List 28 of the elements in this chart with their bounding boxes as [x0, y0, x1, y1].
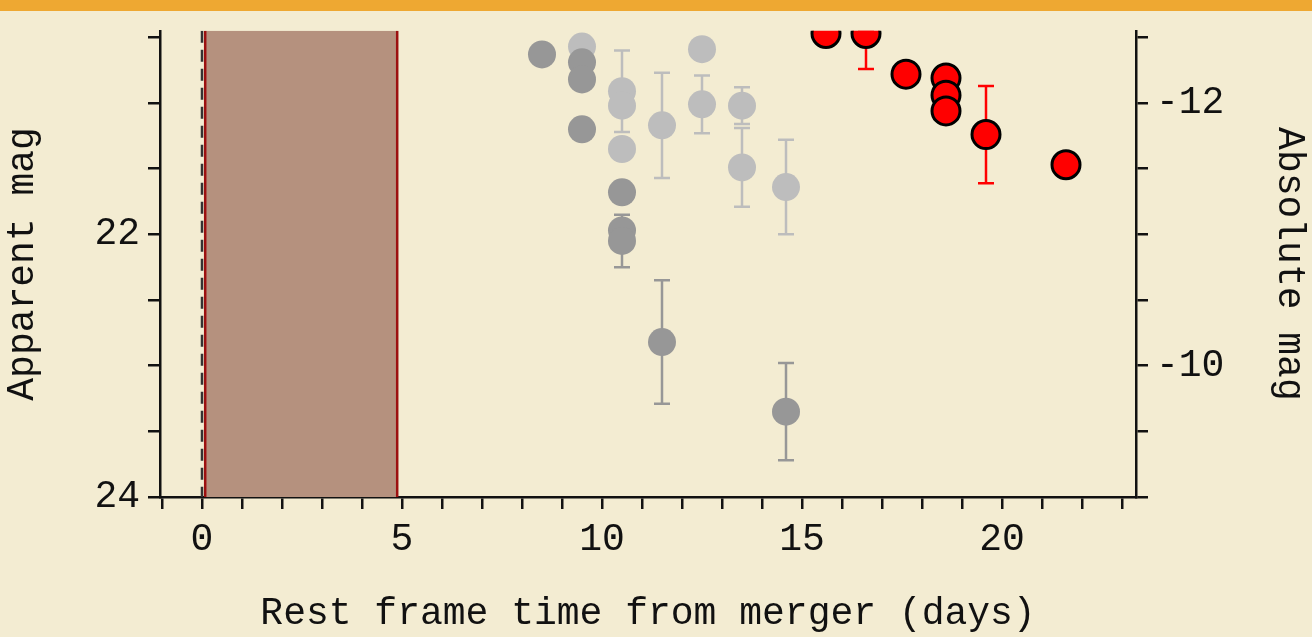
y-tick-label: 24 [94, 475, 140, 519]
x-tick-label: 20 [979, 517, 1025, 561]
point [608, 134, 636, 163]
x-axis-title: Rest frame time from merger (days) [260, 592, 1036, 636]
point [772, 173, 800, 202]
point [728, 153, 756, 182]
point [688, 90, 716, 119]
point [688, 35, 716, 64]
y-axis-title: Apparent mag [0, 127, 44, 401]
point [890, 58, 922, 90]
point [1050, 149, 1082, 181]
point [648, 328, 676, 357]
y2-axis-title: Absolute mag [1268, 127, 1312, 401]
point [970, 119, 1002, 151]
point [930, 95, 962, 127]
point [648, 111, 676, 140]
x-tick-label: 15 [779, 517, 825, 561]
point [772, 397, 800, 426]
x-tick-label: 0 [190, 517, 214, 561]
point [528, 40, 556, 69]
y-tick-label: 22 [94, 212, 140, 256]
y2-tick-label: -10 [1156, 343, 1225, 387]
y2-tick-label: -12 [1156, 81, 1225, 125]
x-tick-label: 10 [579, 517, 625, 561]
point [568, 115, 596, 144]
point [608, 178, 636, 207]
x-tick-label: 5 [390, 517, 414, 561]
point [728, 91, 756, 120]
